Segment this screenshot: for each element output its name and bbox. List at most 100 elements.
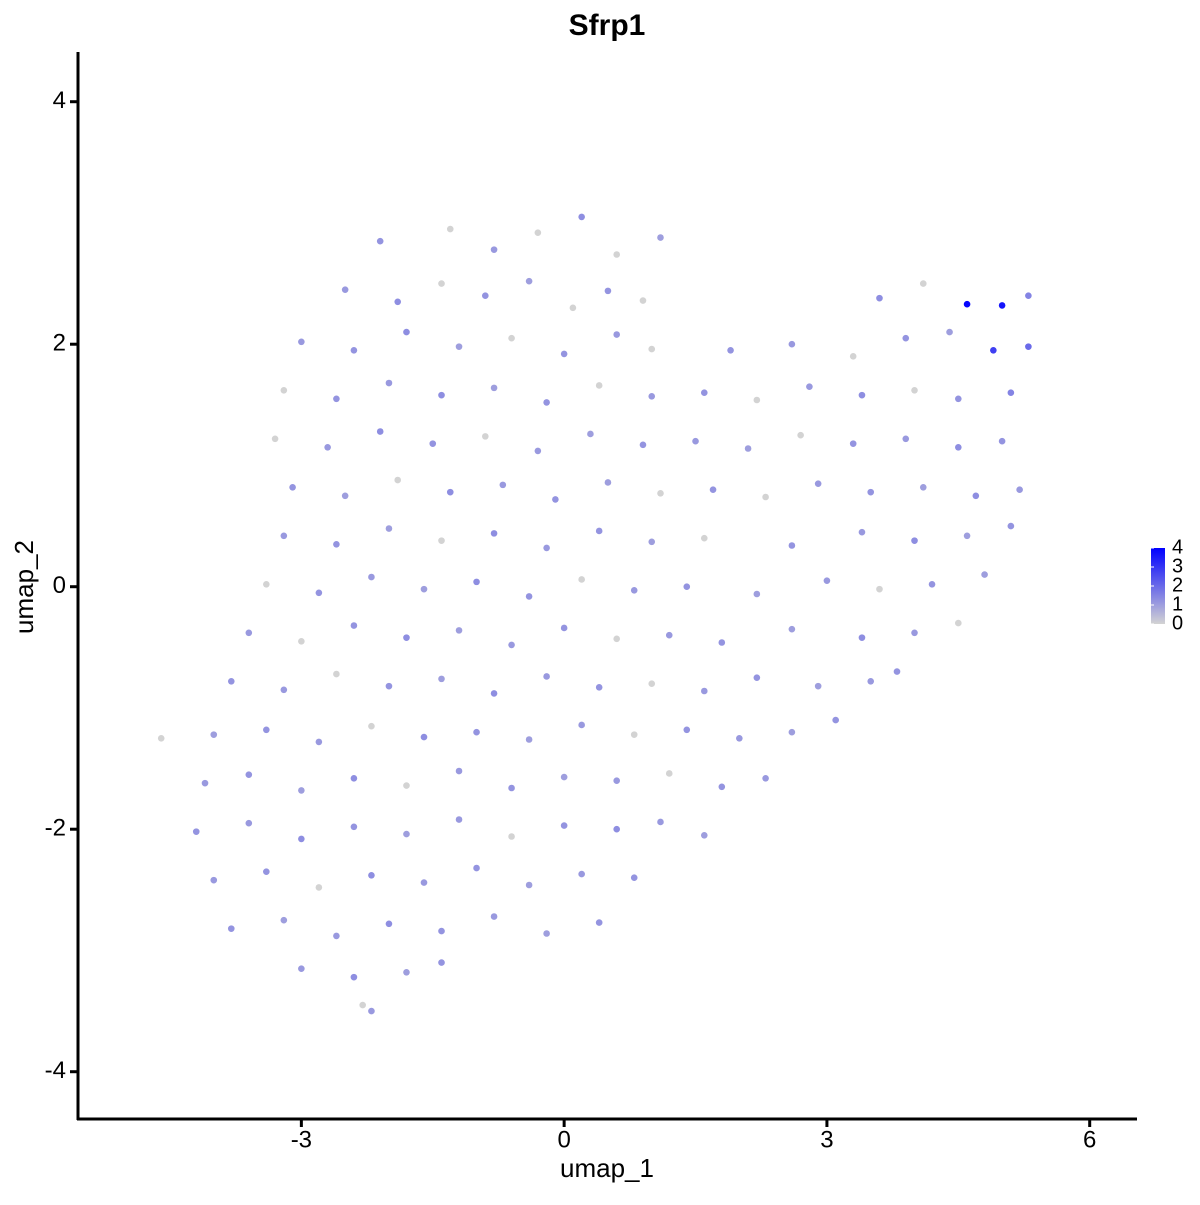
point	[490, 913, 498, 920]
point	[543, 544, 550, 552]
point	[490, 246, 498, 253]
point	[543, 399, 550, 406]
point	[482, 433, 489, 440]
y-tick-label: 0	[53, 572, 66, 599]
point	[639, 441, 647, 449]
point	[858, 528, 866, 536]
colorbar-label: 0	[1172, 612, 1183, 634]
point	[525, 736, 533, 743]
point	[736, 734, 743, 742]
point	[718, 783, 726, 791]
point	[315, 589, 323, 597]
point	[613, 331, 620, 338]
point	[333, 670, 340, 678]
point	[613, 251, 620, 258]
point	[648, 538, 656, 546]
point	[604, 479, 612, 486]
point	[333, 540, 340, 548]
point	[368, 1007, 375, 1015]
point	[981, 571, 988, 578]
point	[263, 580, 270, 588]
point	[613, 635, 620, 643]
point	[438, 280, 445, 287]
point	[587, 430, 594, 438]
point	[876, 585, 883, 593]
point	[709, 486, 717, 494]
point	[280, 686, 288, 694]
point	[490, 530, 498, 537]
point	[990, 346, 997, 354]
point	[508, 833, 515, 840]
point	[665, 631, 673, 639]
point	[578, 576, 585, 583]
point	[508, 784, 515, 792]
point	[560, 773, 568, 781]
point	[298, 787, 305, 794]
colorbar-label: 3	[1172, 555, 1183, 577]
point	[210, 876, 218, 884]
point	[858, 634, 866, 641]
point	[832, 716, 839, 724]
point	[569, 304, 577, 312]
point	[385, 682, 393, 690]
point	[1007, 389, 1015, 397]
point	[473, 578, 480, 586]
point	[578, 870, 585, 878]
point	[998, 302, 1006, 309]
point	[762, 774, 769, 782]
point	[350, 823, 358, 831]
point	[657, 490, 664, 497]
y-tick-label: 4	[53, 87, 66, 114]
point	[700, 687, 708, 695]
point	[578, 213, 585, 221]
point	[727, 346, 734, 354]
point	[788, 542, 796, 549]
colorbar-label: 2	[1172, 574, 1183, 596]
point	[315, 884, 323, 891]
point	[700, 389, 708, 397]
x-tick-label: 0	[557, 1126, 570, 1153]
point	[814, 480, 822, 487]
point	[490, 384, 498, 392]
point	[280, 386, 288, 394]
colorbar-label: 4	[1172, 536, 1183, 558]
point	[289, 483, 296, 491]
point	[341, 492, 349, 500]
point	[298, 338, 305, 346]
point	[438, 675, 445, 683]
point	[700, 831, 708, 839]
point	[911, 386, 918, 394]
point	[473, 864, 480, 872]
point	[1025, 343, 1032, 350]
points	[157, 213, 1032, 1015]
point	[403, 634, 410, 641]
point	[762, 493, 769, 501]
point	[683, 583, 691, 591]
x-axis-label: umap_1	[560, 1153, 654, 1183]
point	[298, 835, 305, 843]
point	[946, 328, 953, 336]
point	[919, 483, 927, 491]
point	[902, 435, 910, 443]
x-tick-label: 3	[820, 1126, 833, 1153]
point	[525, 593, 533, 600]
point	[753, 674, 761, 681]
point	[955, 395, 962, 403]
point	[560, 624, 568, 632]
point	[683, 726, 691, 734]
point	[350, 774, 358, 782]
point	[482, 292, 489, 300]
point	[552, 496, 559, 503]
point	[753, 590, 761, 598]
point	[333, 395, 340, 403]
point	[543, 673, 550, 680]
point	[455, 343, 463, 350]
point	[455, 767, 463, 775]
point	[420, 585, 428, 593]
point	[271, 435, 279, 443]
point	[403, 968, 410, 976]
point	[341, 286, 349, 293]
point	[849, 440, 857, 447]
point	[350, 346, 358, 354]
point	[446, 488, 454, 496]
